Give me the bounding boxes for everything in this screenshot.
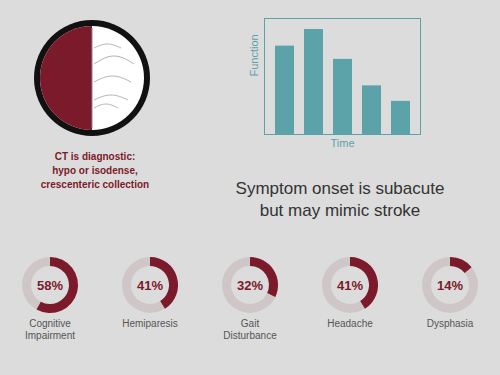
svg-text:41%: 41% <box>337 278 363 293</box>
svg-text:Time: Time <box>330 137 354 149</box>
svg-text:Headache: Headache <box>327 318 373 329</box>
svg-text:CognitiveImpairment: CognitiveImpairment <box>25 318 75 341</box>
svg-text:58%: 58% <box>37 278 63 293</box>
svg-text:Hemiparesis: Hemiparesis <box>122 318 178 329</box>
svg-text:41%: 41% <box>137 278 163 293</box>
html-text:CT is diagnostic: hypo or isod: CT is diagnostic: hypo or isodense, cres… <box>40 151 150 190</box>
svg-text:14%: 14% <box>437 278 463 293</box>
svg-text:32%: 32% <box>237 278 263 293</box>
svg-text:Function: Function <box>248 34 260 76</box>
svg-text:Dysphasia: Dysphasia <box>427 318 474 329</box>
svg-text:GaitDisturbance: GaitDisturbance <box>223 318 277 341</box>
html-text:Symptom onset is subacute but: Symptom onset is subacute but may mimic … <box>235 179 445 221</box>
